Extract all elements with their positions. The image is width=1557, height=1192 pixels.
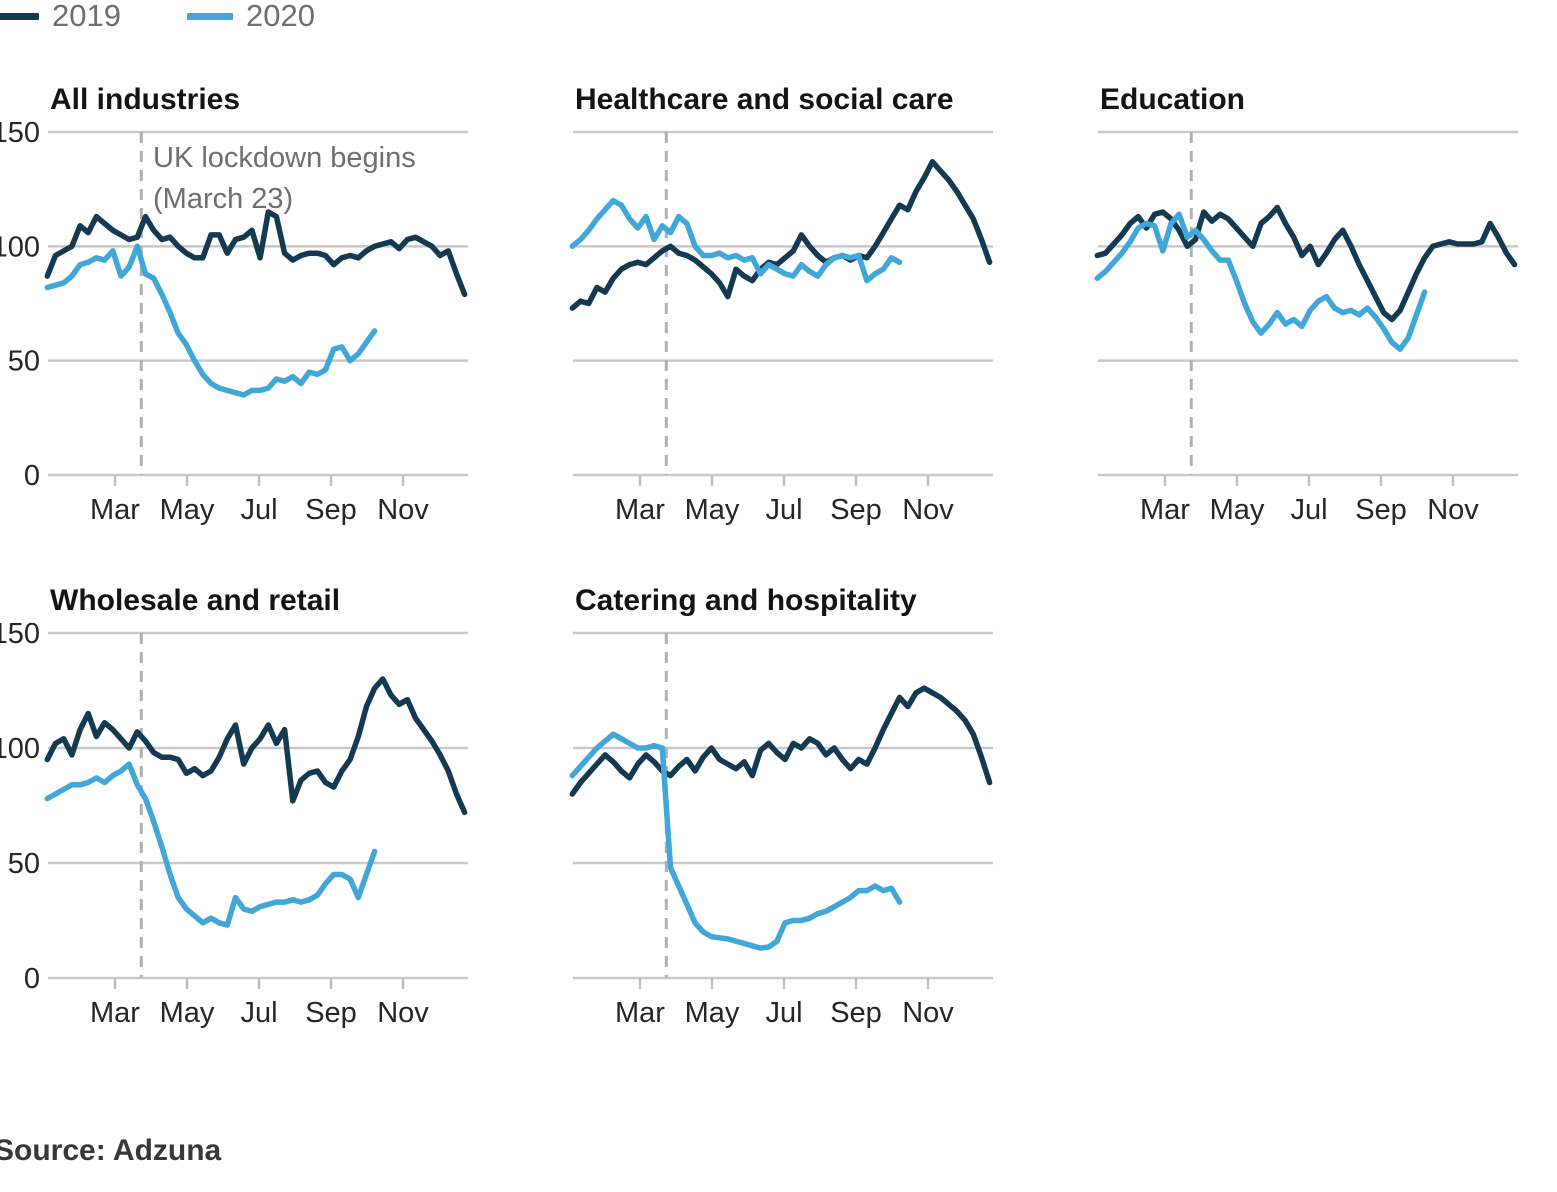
x-tick-label: Mar [615,494,665,526]
lockdown-annotation-line1: UK lockdown begins [153,142,416,174]
x-tick-label: Jul [240,494,277,526]
series-2020-line [569,731,903,951]
series-2019-line [569,158,993,311]
x-tick-label: May [160,997,215,1029]
panel-wholesale-and-retail: Mar May Jul Sep Nov 150 100 50 0 [0,618,468,1029]
x-tick-label: May [160,494,215,526]
legend-swatch-2020 [187,13,233,20]
panel-education: Mar May Jul Sep Nov [1094,130,1518,526]
x-tick-label: Jul [765,494,802,526]
y-tick-label: 100 [0,733,40,765]
y-tick-label: 150 [0,618,40,650]
x-tick-label: Jul [765,997,802,1029]
panel-title-catering-hospitality: Catering and hospitality [575,584,917,617]
y-tick-label: 100 [0,231,40,263]
x-tick-label: Mar [615,997,665,1029]
panel-all-industries: Mar May Jul Sep Nov 150 100 50 0 [0,117,468,526]
x-tick-label: Sep [830,494,882,526]
x-tick-label: Mar [90,997,140,1029]
legend-label-2019: 2019 [52,0,121,33]
series-2019-line [1094,204,1518,323]
series-2019-line [44,209,468,298]
lockdown-annotation: UK lockdown begins (March 23) [153,138,416,220]
panel-title-all-industries: All industries [50,83,241,116]
x-tick-label: Nov [377,494,429,526]
series-2019-line [44,676,468,816]
y-tick-label: 50 [8,346,40,378]
x-tick-label: May [1210,494,1265,526]
x-tick-label: Nov [377,997,429,1029]
y-tick-label: 0 [24,963,40,995]
series-2020-line [1094,211,1428,352]
x-tick-label: Sep [1355,494,1407,526]
x-tick-label: Nov [902,997,954,1029]
x-tick-label: May [685,494,740,526]
panel-title-wholesale-retail: Wholesale and retail [50,584,341,617]
x-tick-label: Nov [1427,494,1479,526]
legend-swatch-2019 [0,13,39,20]
x-tick-label: Mar [1140,494,1190,526]
x-tick-label: Mar [90,494,140,526]
series-2020-line [44,761,378,928]
x-tick-label: Nov [902,494,954,526]
x-tick-label: Sep [305,494,357,526]
panel-title-healthcare: Healthcare and social care [575,83,954,116]
x-tick-label: May [685,997,740,1029]
series-2019-line [569,685,993,797]
x-tick-label: Sep [830,997,882,1029]
series-2020-line [569,197,903,284]
x-tick-label: Jul [240,997,277,1029]
x-tick-label: Sep [305,997,357,1029]
panel-title-education: Education [1100,83,1246,116]
source-credit: Source: Adzuna [0,1134,222,1167]
x-tick-label: Jul [1290,494,1327,526]
y-tick-label: 0 [24,460,40,492]
lockdown-annotation-line2: (March 23) [153,183,294,215]
y-tick-label: 50 [8,848,40,880]
panel-healthcare-and-social-care: Mar May Jul Sep Nov [569,130,993,526]
series-2020-line [44,243,378,398]
y-tick-label: 150 [0,117,40,149]
panel-catering-and-hospitality: Mar May Jul Sep Nov [569,631,993,1029]
legend-label-2020: 2020 [246,0,315,33]
